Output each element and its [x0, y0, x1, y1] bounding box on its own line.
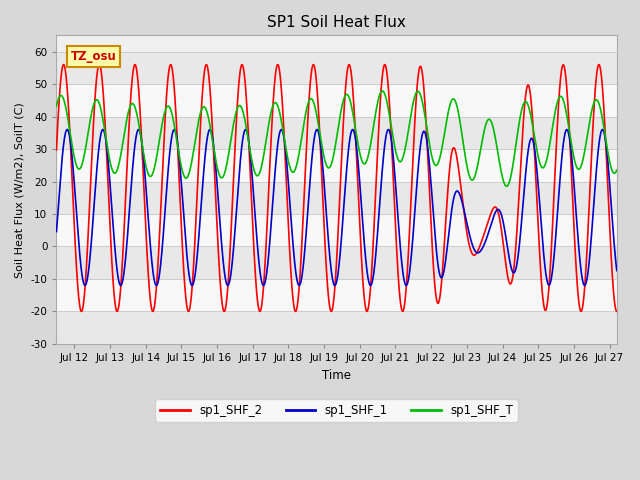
Bar — [56, 312, 617, 344]
sp1_SHF_1 — [288, 228, 296, 234]
sp1_SHF_2 — [568, 177, 575, 183]
sp1_SHF_1 — [568, 156, 576, 162]
sp1_SHF_T — [460, 143, 467, 148]
sp1_SHF_2 — [613, 309, 621, 314]
sp1_SHF_2 — [319, 195, 326, 201]
Legend: sp1_SHF_2, sp1_SHF_1, sp1_SHF_T: sp1_SHF_2, sp1_SHF_1, sp1_SHF_T — [156, 399, 518, 421]
sp1_SHF_T — [288, 168, 296, 174]
sp1_SHF_2 — [60, 62, 67, 68]
Line: sp1_SHF_2: sp1_SHF_2 — [56, 65, 617, 312]
sp1_SHF_T — [568, 144, 576, 150]
Bar — [56, 51, 617, 84]
Text: TZ_osu: TZ_osu — [70, 50, 116, 63]
sp1_SHF_T — [52, 103, 60, 109]
sp1_SHF_T — [319, 147, 326, 153]
sp1_SHF_2 — [288, 285, 296, 290]
Bar — [56, 246, 617, 279]
sp1_SHF_T — [292, 163, 300, 169]
sp1_SHF_2 — [52, 147, 60, 153]
sp1_SHF_1 — [292, 274, 300, 280]
Line: sp1_SHF_1: sp1_SHF_1 — [56, 130, 617, 286]
Bar — [56, 149, 617, 181]
sp1_SHF_1 — [52, 228, 60, 234]
Bar — [56, 214, 617, 246]
Bar — [56, 279, 617, 312]
Y-axis label: Soil Heat Flux (W/m2), SoilT (C): Soil Heat Flux (W/m2), SoilT (C) — [15, 102, 25, 277]
sp1_SHF_2 — [596, 63, 604, 69]
sp1_SHF_T — [596, 104, 604, 109]
Title: SP1 Soil Heat Flux: SP1 Soil Heat Flux — [267, 15, 406, 30]
Bar — [56, 117, 617, 149]
sp1_SHF_1 — [242, 127, 250, 132]
sp1_SHF_1 — [460, 206, 468, 212]
sp1_SHF_2 — [292, 307, 300, 313]
sp1_SHF_T — [613, 167, 621, 173]
Bar — [56, 181, 617, 214]
sp1_SHF_1 — [319, 166, 327, 172]
X-axis label: Time: Time — [322, 369, 351, 382]
sp1_SHF_T — [503, 183, 511, 189]
sp1_SHF_2 — [460, 207, 467, 213]
Bar — [56, 84, 617, 117]
sp1_SHF_1 — [613, 268, 621, 274]
Line: sp1_SHF_T: sp1_SHF_T — [56, 91, 617, 186]
sp1_SHF_1 — [295, 283, 303, 288]
sp1_SHF_T — [378, 88, 386, 94]
sp1_SHF_1 — [596, 135, 604, 141]
